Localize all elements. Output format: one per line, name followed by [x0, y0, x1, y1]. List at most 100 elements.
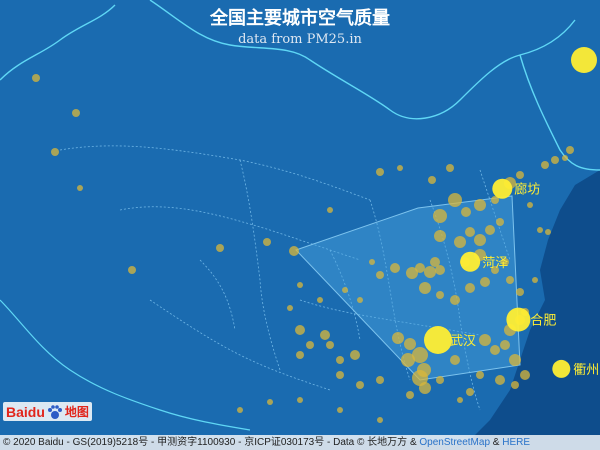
- map-title: 全国主要城市空气质量: [210, 8, 390, 29]
- pollution-point: [392, 332, 404, 344]
- pollution-point: [287, 305, 293, 311]
- pollution-point: [376, 376, 384, 384]
- pollution-point: [357, 297, 363, 303]
- pollution-point: [436, 376, 444, 384]
- city-point: [460, 251, 481, 272]
- pollution-point: [336, 371, 344, 379]
- openstreetmap-link[interactable]: OpenStreetMap: [419, 437, 491, 448]
- pollution-point: [419, 282, 431, 294]
- logo-text: Baidu: [6, 403, 45, 420]
- pollution-point: [466, 388, 474, 396]
- pollution-point: [545, 229, 551, 235]
- pollution-point: [406, 391, 414, 399]
- here-link[interactable]: HERE: [502, 437, 531, 448]
- pollution-point: [336, 356, 344, 364]
- pollution-point: [527, 202, 533, 208]
- pollution-point: [406, 267, 418, 279]
- pollution-point: [516, 288, 524, 296]
- logo-suffix: 地图: [64, 405, 89, 419]
- pollution-point: [295, 325, 305, 335]
- pollution-point: [428, 176, 436, 184]
- pollution-point: [509, 354, 521, 366]
- pollution-point: [435, 265, 445, 275]
- pollution-point: [496, 218, 504, 226]
- pollution-point: [326, 341, 334, 349]
- pollution-point: [369, 259, 375, 265]
- pollution-point: [506, 276, 514, 284]
- city-label: 衢州: [573, 363, 599, 378]
- pollution-point: [306, 341, 314, 349]
- pollution-point: [412, 347, 428, 363]
- pollution-point: [500, 340, 510, 350]
- city-point: [424, 326, 452, 354]
- pollution-point: [474, 234, 486, 246]
- pollution-point: [337, 407, 343, 413]
- pollution-point: [390, 263, 400, 273]
- pollution-point: [532, 277, 538, 283]
- pollution-point: [297, 397, 303, 403]
- pollution-point: [537, 227, 543, 233]
- pollution-point: [415, 263, 425, 273]
- pollution-point: [317, 297, 323, 303]
- pollution-point: [263, 238, 271, 246]
- pollution-point: [446, 164, 454, 172]
- pollution-point: [454, 236, 466, 248]
- pollution-point: [51, 148, 59, 156]
- pollution-point: [412, 370, 428, 386]
- city-point: [506, 307, 531, 332]
- pollution-point: [566, 146, 574, 154]
- pollution-point: [450, 295, 460, 305]
- pollution-point: [267, 399, 273, 405]
- pollution-point: [501, 258, 509, 266]
- pollution-point: [491, 266, 499, 274]
- pollution-point: [461, 207, 471, 217]
- city-label: 廊坊: [514, 182, 540, 198]
- pollution-point: [476, 371, 484, 379]
- pollution-point: [297, 282, 303, 288]
- pollution-point: [376, 271, 384, 279]
- pollution-point: [350, 350, 360, 360]
- pollution-point: [433, 209, 447, 223]
- pollution-point: [327, 207, 333, 213]
- pollution-point: [465, 227, 475, 237]
- pollution-point: [72, 109, 80, 117]
- pollution-point: [419, 382, 431, 394]
- pollution-point: [520, 370, 530, 380]
- city-point: [492, 178, 513, 199]
- baidu-logo[interactable]: Baidu 地图: [3, 402, 92, 421]
- city-label: 合肥: [530, 314, 556, 329]
- pollution-point: [436, 291, 444, 299]
- pollution-point: [511, 381, 519, 389]
- map-subtitle: data from PM25.in: [238, 32, 362, 47]
- pollution-point: [320, 330, 330, 340]
- pollution-point: [342, 287, 348, 293]
- pollution-point: [480, 277, 490, 287]
- pollution-point: [457, 397, 463, 403]
- pollution-point: [490, 345, 500, 355]
- pollution-point: [541, 161, 549, 169]
- pollution-point: [32, 74, 40, 82]
- city-point: [552, 359, 571, 378]
- copyright-bar: © 2020 Baidu - GS(2019)5218号 - 甲测资字11009…: [0, 435, 600, 450]
- copyright-text: © 2020 Baidu - GS(2019)5218号 - 甲测资字11009…: [3, 437, 417, 448]
- pollution-point: [424, 266, 436, 278]
- pollution-point: [495, 375, 505, 385]
- pollution-point: [551, 156, 559, 164]
- pollution-point: [376, 168, 384, 176]
- pollution-point-large: [571, 47, 597, 73]
- pollution-point: [465, 283, 475, 293]
- pollution-point: [485, 225, 495, 235]
- pollution-point: [448, 193, 462, 207]
- province-borders: [59, 145, 511, 411]
- pollution-point: [289, 246, 299, 256]
- pollution-point: [397, 165, 403, 171]
- pollution-point: [562, 155, 568, 161]
- pollution-point: [377, 417, 383, 423]
- pollution-point: [450, 355, 460, 365]
- pollution-point: [77, 185, 83, 191]
- pollution-point: [401, 353, 415, 367]
- pollution-point: [430, 257, 440, 267]
